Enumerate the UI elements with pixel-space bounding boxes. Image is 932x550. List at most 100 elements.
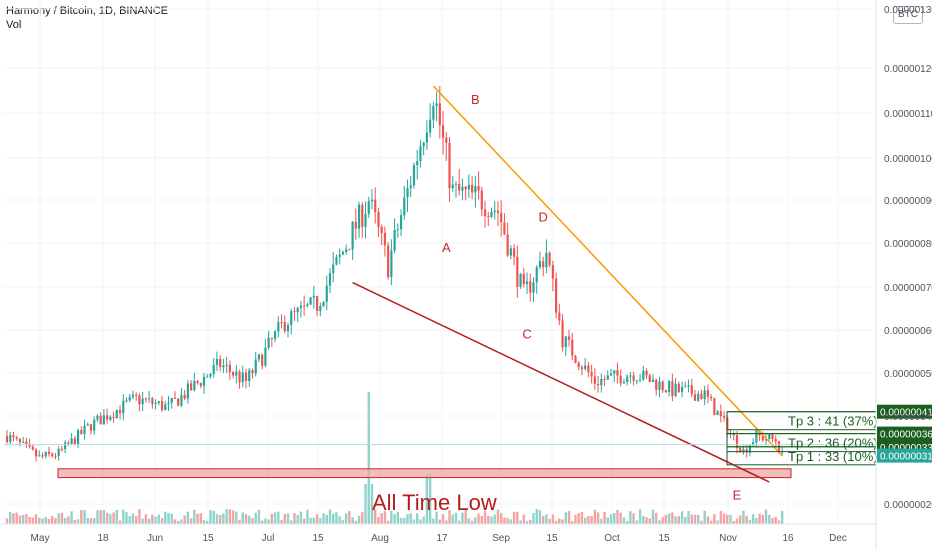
volume-bar — [428, 474, 432, 524]
candle-body — [687, 385, 690, 387]
price-tick-label: 0.00000060 — [884, 326, 932, 337]
volume-bar — [448, 510, 451, 524]
volume-bar — [12, 513, 15, 524]
candle-body — [458, 183, 461, 191]
volume-bar — [396, 511, 400, 524]
volume-bar — [341, 520, 345, 524]
candle-body — [193, 380, 196, 391]
volume-bar — [151, 514, 154, 524]
candle-body — [635, 380, 638, 382]
price-tick-label: 0.00000090 — [884, 196, 932, 207]
volume-bar — [525, 520, 529, 524]
time-tick-label: 18 — [97, 533, 109, 544]
candle-body — [693, 394, 697, 401]
volume-bar — [629, 511, 632, 524]
volume-bar — [86, 518, 89, 524]
candle-body — [177, 398, 180, 406]
volume-bar — [490, 516, 493, 524]
candle-body — [432, 106, 435, 120]
price-tick-label: 0.00000110 — [884, 109, 932, 120]
candle-body — [157, 401, 160, 404]
candle-body — [406, 188, 409, 198]
volume-bar — [206, 520, 209, 524]
volume-bar — [315, 514, 319, 524]
candle-body — [438, 103, 441, 126]
volume-bar — [393, 514, 396, 524]
candle-body — [296, 307, 299, 313]
time-tick-label: Jul — [262, 533, 275, 544]
candle-body — [545, 252, 548, 268]
volume-bar — [619, 512, 622, 524]
volume-bar — [283, 514, 286, 524]
candle-body — [445, 137, 448, 143]
candle-body — [235, 371, 238, 376]
candle-body — [603, 379, 606, 381]
candle-body — [144, 398, 147, 400]
volume-bar — [180, 519, 183, 524]
volume-bar — [522, 514, 525, 524]
candle-body — [364, 214, 367, 227]
volume-bar — [361, 511, 364, 524]
candle-body — [383, 232, 387, 246]
price-tick-label: 0.00000080 — [884, 239, 932, 250]
candle-body — [232, 371, 235, 376]
price-tick-label: 0.00000070 — [884, 283, 932, 294]
candle-body — [303, 305, 306, 307]
time-axis[interactable]: May 18 Jun 15 Jul 15 Aug 17 Sep 15 Oct 15 Nov 16 Dec — [0, 523, 876, 544]
volume-bar — [771, 518, 774, 524]
symbol-title[interactable]: Harmony / Bitcoin, 1D, BINANCE — [6, 5, 168, 17]
volume-indicator-label[interactable]: Vol — [6, 19, 22, 31]
candle-body — [451, 184, 454, 189]
candle-body — [38, 455, 41, 457]
volume-bar — [477, 513, 480, 524]
volume-bar — [370, 484, 374, 524]
volume-bar — [667, 513, 671, 524]
volume-bar — [755, 518, 758, 524]
candle-body — [542, 261, 545, 268]
time-tick-label: Jun — [147, 533, 163, 544]
candle-body — [774, 438, 777, 442]
volume-bar — [125, 512, 128, 524]
candle-body — [503, 222, 506, 235]
candle-body — [290, 311, 293, 326]
volume-bar — [768, 514, 771, 524]
volume-bar — [112, 512, 115, 524]
candle-body — [212, 364, 215, 374]
volume-bar — [551, 514, 555, 524]
volume-bar — [338, 516, 341, 524]
volume-bar — [483, 510, 487, 524]
candle-body — [606, 375, 609, 380]
volume-bar — [70, 511, 73, 524]
volume-bar — [638, 509, 642, 524]
wave-label-a: A — [442, 240, 451, 255]
volume-bar — [739, 515, 742, 524]
candle-body — [118, 409, 122, 414]
volume-bar — [606, 517, 609, 524]
candle-body — [403, 197, 406, 216]
volume-bar — [409, 513, 412, 524]
current-price-tag — [877, 448, 932, 463]
volume-bar — [267, 519, 270, 524]
volume-bar — [719, 511, 723, 524]
time-tick-label: 15 — [202, 533, 214, 544]
target-price-tag — [877, 426, 932, 441]
candle-body — [9, 435, 12, 443]
currency-badge[interactable]: BTC — [893, 6, 923, 24]
price-axis[interactable]: 0.00000020 0.00000040 0.00000050 0.00000060… — [875, 0, 932, 550]
current-price-label: 0.00000031 — [880, 452, 932, 463]
volume-bar — [231, 510, 235, 524]
candle-body — [658, 381, 661, 390]
candle-body — [254, 359, 257, 374]
candle-body — [555, 278, 558, 313]
candle-body — [690, 385, 693, 395]
candle-body — [361, 204, 364, 227]
volume-bar — [335, 512, 338, 524]
volume-bar — [322, 513, 325, 524]
volume-bar — [73, 520, 77, 524]
candle-body — [18, 438, 22, 443]
volume-bar — [273, 512, 277, 524]
candle-body — [345, 249, 348, 252]
volume-bar — [709, 520, 713, 524]
candle-body — [425, 132, 428, 143]
